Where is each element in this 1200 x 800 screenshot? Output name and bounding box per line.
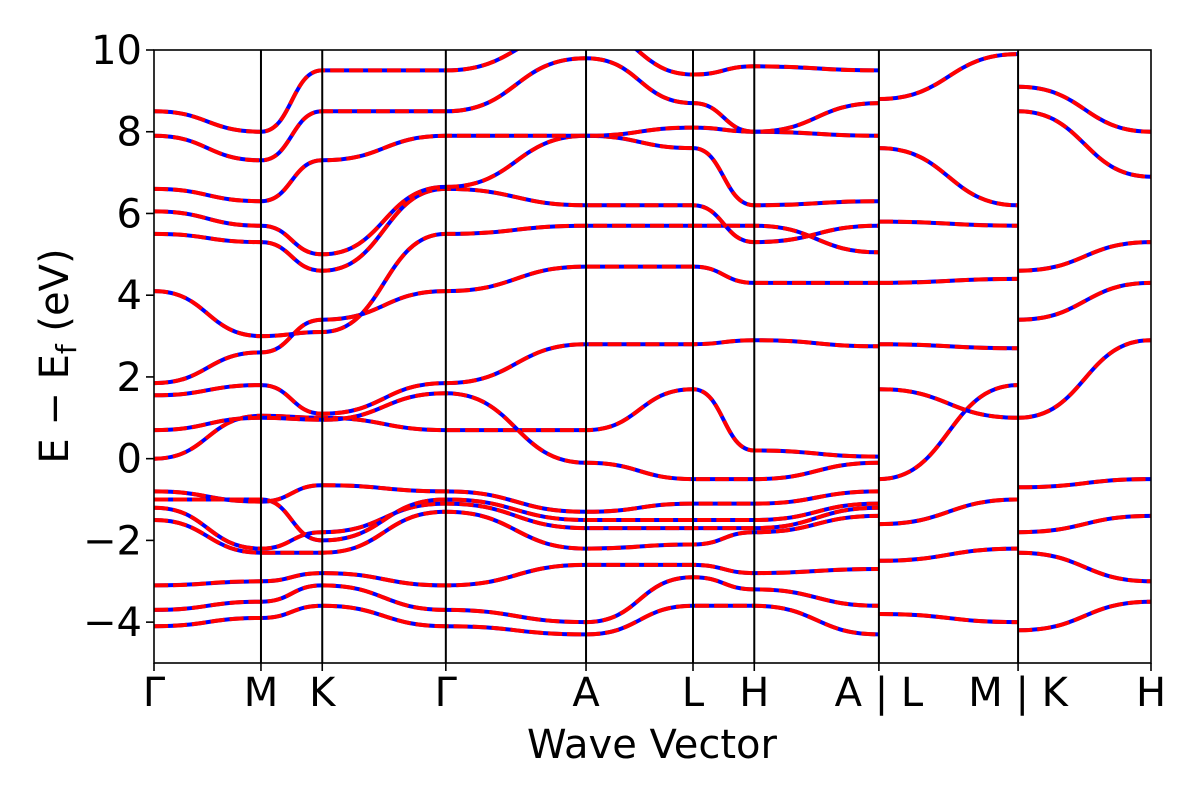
band-line-blue bbox=[154, 50, 879, 134]
band-line-red-dashed bbox=[154, 391, 879, 482]
high-symmetry-lines bbox=[259, 50, 1020, 663]
band-line-red-dashed bbox=[154, 603, 879, 637]
y-tick-label: 8 bbox=[117, 110, 142, 156]
x-tick-label: A | L bbox=[835, 670, 924, 716]
x-axis-title: Wave Vector bbox=[527, 722, 778, 768]
band-line-blue bbox=[878, 497, 1019, 527]
y-tick-label: −2 bbox=[83, 518, 142, 564]
band-line-red-dashed bbox=[1018, 338, 1151, 420]
band-line-blue bbox=[878, 52, 1019, 101]
band-line-red-dashed bbox=[1018, 240, 1151, 273]
x-tick-label: Γ bbox=[435, 670, 458, 716]
y-axis-title-subscript: f bbox=[50, 343, 83, 354]
band-line-blue bbox=[154, 133, 879, 257]
band-line-blue bbox=[154, 391, 879, 482]
x-tick-label: H bbox=[739, 670, 769, 716]
band-line-red-dashed bbox=[154, 186, 879, 273]
x-tick-label: A bbox=[572, 670, 600, 716]
y-axis-title: E − Ef (eV) bbox=[32, 248, 83, 463]
band-line-red-dashed bbox=[1018, 513, 1151, 535]
band-line-red-dashed bbox=[878, 612, 1019, 625]
band-line-blue bbox=[154, 125, 879, 204]
band-line-red-dashed bbox=[154, 133, 879, 257]
y-axis-title-main: E − E bbox=[32, 354, 78, 464]
band-line-red-dashed bbox=[878, 342, 1019, 351]
band-line-red-dashed bbox=[154, 575, 879, 625]
x-tick-label: M | K bbox=[968, 670, 1069, 716]
band-line-red-dashed bbox=[878, 383, 1019, 482]
band-line-red-dashed bbox=[878, 546, 1019, 563]
bands-layer bbox=[154, 50, 1151, 637]
band-line-red-dashed bbox=[154, 509, 879, 555]
band-line-red-dashed bbox=[1018, 84, 1151, 134]
x-tick-label: K bbox=[309, 670, 337, 716]
band-line-red-dashed bbox=[878, 52, 1019, 101]
band-line-red-dashed bbox=[1018, 280, 1151, 322]
band-line-red-dashed bbox=[878, 497, 1019, 527]
y-tick-label: 4 bbox=[117, 273, 142, 319]
band-line-red-dashed bbox=[154, 338, 879, 416]
band-line-red-dashed bbox=[154, 387, 879, 461]
x-tick-label: L bbox=[682, 670, 705, 716]
band-line-red-dashed bbox=[1018, 109, 1151, 179]
band-line-red-dashed bbox=[1018, 477, 1151, 490]
band-line-blue bbox=[878, 387, 1019, 420]
band-line-red-dashed bbox=[154, 50, 879, 134]
band-line-blue bbox=[154, 56, 879, 163]
x-tick-label: M bbox=[244, 670, 279, 716]
band-line-blue bbox=[1018, 84, 1151, 134]
band-line-red-dashed bbox=[154, 483, 879, 514]
y-tick-label: −4 bbox=[83, 600, 142, 646]
y-axis-ticks: −4 −2 0 2 4 6 8 10 bbox=[83, 28, 154, 646]
x-tick-label: H bbox=[1136, 670, 1166, 716]
y-tick-label: 0 bbox=[117, 437, 142, 483]
plot-frame bbox=[153, 49, 1152, 664]
band-line-red-dashed bbox=[878, 276, 1019, 285]
band-line-red-dashed bbox=[878, 219, 1019, 228]
band-line-red-dashed bbox=[154, 562, 879, 588]
y-tick-label: 6 bbox=[117, 191, 142, 237]
band-line-red-dashed bbox=[878, 146, 1019, 208]
band-line-red-dashed bbox=[154, 264, 879, 386]
band-line-red-dashed bbox=[154, 56, 879, 163]
band-line-blue bbox=[154, 387, 879, 461]
y-axis-title-unit: (eV) bbox=[32, 248, 78, 344]
y-tick-label: 10 bbox=[91, 28, 142, 74]
band-line-blue bbox=[154, 497, 879, 543]
y-tick-label: 2 bbox=[117, 355, 142, 401]
band-line-red-dashed bbox=[1018, 599, 1151, 633]
band-line-red-dashed bbox=[878, 387, 1019, 420]
x-tick-label: Γ bbox=[143, 670, 166, 716]
band-line-red-dashed bbox=[1018, 550, 1151, 584]
band-line-red-dashed bbox=[154, 125, 879, 204]
